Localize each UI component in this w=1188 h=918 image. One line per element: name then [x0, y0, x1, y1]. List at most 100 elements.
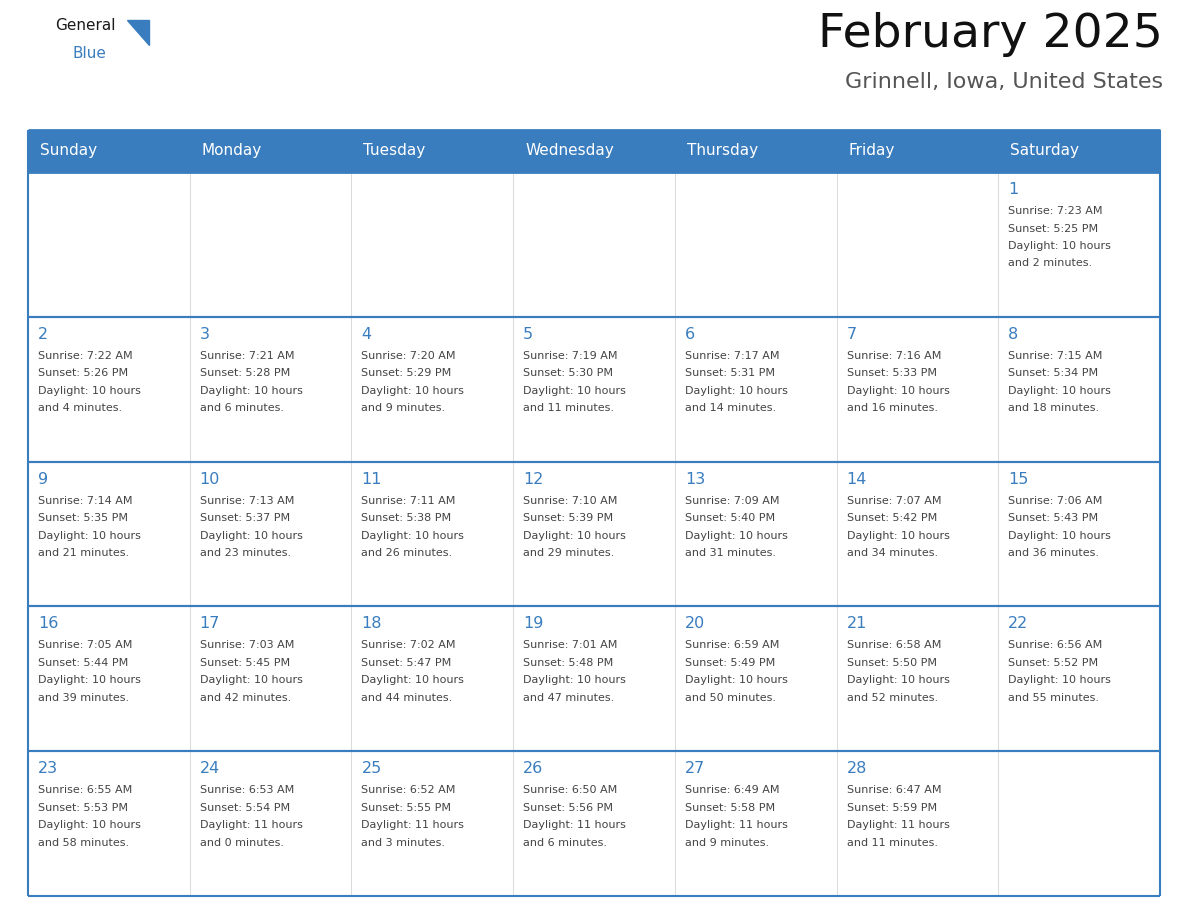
Text: Sunset: 5:38 PM: Sunset: 5:38 PM	[361, 513, 451, 523]
Text: and 52 minutes.: and 52 minutes.	[847, 693, 937, 703]
Text: Sunset: 5:43 PM: Sunset: 5:43 PM	[1009, 513, 1099, 523]
Text: and 0 minutes.: and 0 minutes.	[200, 838, 284, 847]
Text: 27: 27	[684, 761, 706, 777]
Text: 3: 3	[200, 327, 210, 341]
Text: Sunrise: 7:09 AM: Sunrise: 7:09 AM	[684, 496, 779, 506]
Text: Sunrise: 7:14 AM: Sunrise: 7:14 AM	[38, 496, 133, 506]
Text: Daylight: 10 hours: Daylight: 10 hours	[200, 676, 303, 686]
Text: 23: 23	[38, 761, 58, 777]
Text: Sunset: 5:59 PM: Sunset: 5:59 PM	[847, 802, 936, 812]
Text: 18: 18	[361, 616, 381, 632]
Text: Daylight: 10 hours: Daylight: 10 hours	[684, 676, 788, 686]
Bar	[675, 462, 836, 607]
Bar	[675, 172, 836, 317]
Text: and 14 minutes.: and 14 minutes.	[684, 403, 776, 413]
Text: Daylight: 10 hours: Daylight: 10 hours	[200, 386, 303, 396]
Bar	[29, 751, 190, 896]
Text: 28: 28	[847, 761, 867, 777]
Bar	[29, 607, 190, 751]
Text: Sunset: 5:55 PM: Sunset: 5:55 PM	[361, 802, 451, 812]
Text: 5: 5	[523, 327, 533, 341]
Text: and 6 minutes.: and 6 minutes.	[523, 838, 607, 847]
Bar	[352, 172, 513, 317]
Text: Daylight: 10 hours: Daylight: 10 hours	[1009, 531, 1111, 541]
Text: Daylight: 11 hours: Daylight: 11 hours	[361, 820, 465, 830]
Bar	[998, 751, 1159, 896]
Text: Sunset: 5:47 PM: Sunset: 5:47 PM	[361, 658, 451, 668]
Text: General: General	[55, 18, 115, 33]
Text: and 6 minutes.: and 6 minutes.	[200, 403, 284, 413]
Bar	[352, 462, 513, 607]
Bar	[352, 607, 513, 751]
Bar	[29, 462, 190, 607]
Text: Sunset: 5:31 PM: Sunset: 5:31 PM	[684, 368, 775, 378]
Text: Sunrise: 7:13 AM: Sunrise: 7:13 AM	[200, 496, 295, 506]
Text: 16: 16	[38, 616, 58, 632]
Text: Sunset: 5:28 PM: Sunset: 5:28 PM	[200, 368, 290, 378]
Bar	[513, 172, 675, 317]
Text: Sunrise: 6:52 AM: Sunrise: 6:52 AM	[361, 785, 456, 795]
Text: Sunset: 5:25 PM: Sunset: 5:25 PM	[1009, 223, 1099, 233]
Text: 17: 17	[200, 616, 220, 632]
Bar	[675, 317, 836, 462]
Text: Sunrise: 6:55 AM: Sunrise: 6:55 AM	[38, 785, 132, 795]
Text: 11: 11	[361, 472, 381, 487]
Text: Sunset: 5:52 PM: Sunset: 5:52 PM	[1009, 658, 1099, 668]
Bar	[190, 462, 352, 607]
Text: 9: 9	[38, 472, 49, 487]
Text: Sunset: 5:33 PM: Sunset: 5:33 PM	[847, 368, 936, 378]
Bar	[513, 317, 675, 462]
Text: and 2 minutes.: and 2 minutes.	[1009, 259, 1093, 268]
Text: Sunrise: 7:16 AM: Sunrise: 7:16 AM	[847, 351, 941, 361]
Bar	[190, 172, 352, 317]
Text: 21: 21	[847, 616, 867, 632]
Text: Sunset: 5:40 PM: Sunset: 5:40 PM	[684, 513, 775, 523]
Text: Daylight: 10 hours: Daylight: 10 hours	[38, 531, 141, 541]
Text: Thursday: Thursday	[687, 143, 758, 159]
Text: Sunrise: 6:50 AM: Sunrise: 6:50 AM	[523, 785, 618, 795]
Text: and 23 minutes.: and 23 minutes.	[200, 548, 291, 558]
Text: Sunset: 5:58 PM: Sunset: 5:58 PM	[684, 802, 775, 812]
Text: Sunrise: 7:06 AM: Sunrise: 7:06 AM	[1009, 496, 1102, 506]
Text: Sunset: 5:37 PM: Sunset: 5:37 PM	[200, 513, 290, 523]
Text: Sunset: 5:30 PM: Sunset: 5:30 PM	[523, 368, 613, 378]
Text: Daylight: 10 hours: Daylight: 10 hours	[847, 386, 949, 396]
Text: Sunrise: 7:03 AM: Sunrise: 7:03 AM	[200, 641, 295, 650]
Text: and 44 minutes.: and 44 minutes.	[361, 693, 453, 703]
Text: Sunrise: 7:19 AM: Sunrise: 7:19 AM	[523, 351, 618, 361]
Text: Daylight: 10 hours: Daylight: 10 hours	[361, 386, 465, 396]
Text: Daylight: 10 hours: Daylight: 10 hours	[361, 531, 465, 541]
Bar	[190, 317, 352, 462]
Text: and 11 minutes.: and 11 minutes.	[847, 838, 937, 847]
Bar	[513, 751, 675, 896]
Text: Daylight: 11 hours: Daylight: 11 hours	[523, 820, 626, 830]
Text: 25: 25	[361, 761, 381, 777]
Bar	[675, 607, 836, 751]
Text: Sunset: 5:44 PM: Sunset: 5:44 PM	[38, 658, 128, 668]
Text: Sunrise: 7:17 AM: Sunrise: 7:17 AM	[684, 351, 779, 361]
Text: Sunset: 5:54 PM: Sunset: 5:54 PM	[200, 802, 290, 812]
Text: Sunrise: 6:53 AM: Sunrise: 6:53 AM	[200, 785, 293, 795]
Text: Sunrise: 7:10 AM: Sunrise: 7:10 AM	[523, 496, 618, 506]
Text: 8: 8	[1009, 327, 1018, 341]
Bar	[352, 317, 513, 462]
Text: Daylight: 10 hours: Daylight: 10 hours	[847, 676, 949, 686]
Text: Sunset: 5:42 PM: Sunset: 5:42 PM	[847, 513, 937, 523]
Bar	[998, 317, 1159, 462]
Text: Daylight: 10 hours: Daylight: 10 hours	[361, 676, 465, 686]
Text: Sunset: 5:29 PM: Sunset: 5:29 PM	[361, 368, 451, 378]
Text: and 11 minutes.: and 11 minutes.	[523, 403, 614, 413]
Bar	[675, 751, 836, 896]
Text: and 9 minutes.: and 9 minutes.	[361, 403, 446, 413]
Text: Sunrise: 6:49 AM: Sunrise: 6:49 AM	[684, 785, 779, 795]
Bar	[29, 130, 1159, 172]
Bar	[836, 751, 998, 896]
Text: Daylight: 10 hours: Daylight: 10 hours	[684, 531, 788, 541]
Text: 1: 1	[1009, 182, 1018, 197]
Bar	[836, 317, 998, 462]
Text: Sunset: 5:45 PM: Sunset: 5:45 PM	[200, 658, 290, 668]
Text: Daylight: 10 hours: Daylight: 10 hours	[38, 820, 141, 830]
Bar	[513, 462, 675, 607]
Text: and 9 minutes.: and 9 minutes.	[684, 838, 769, 847]
Bar	[836, 172, 998, 317]
